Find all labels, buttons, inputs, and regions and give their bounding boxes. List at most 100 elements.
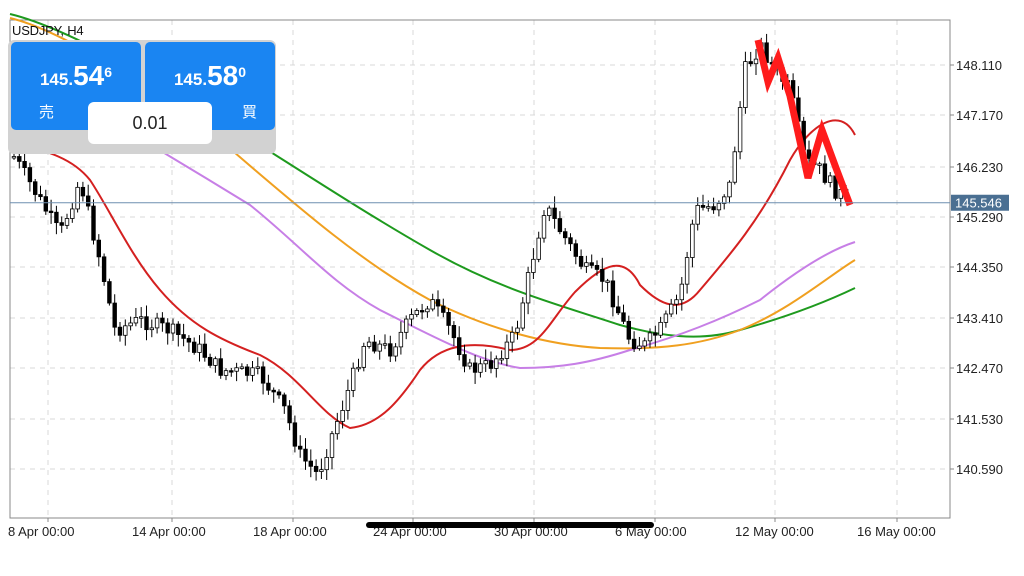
candle-body: [345, 390, 351, 411]
candle-body: [64, 218, 70, 226]
candle-body: [133, 317, 139, 324]
candle-body: [70, 208, 75, 219]
x-axis-tick-label: 14 Apr 00:00: [132, 524, 206, 539]
candle-body: [324, 457, 329, 471]
candle-body: [541, 215, 547, 239]
sell-price: 145.546: [39, 60, 113, 91]
candle-body: [107, 281, 112, 304]
candle-body: [594, 265, 600, 270]
buy-label: 買: [241, 104, 257, 121]
one-click-trade-panel: 145.546 売 145.580 買 0.01: [8, 40, 276, 154]
candle-body: [80, 186, 86, 197]
candle-body: [207, 356, 213, 366]
candle-body: [372, 341, 377, 352]
candle-body: [287, 405, 292, 424]
candle-body: [297, 445, 303, 450]
candle-body: [658, 321, 663, 336]
candle-body: [547, 207, 552, 216]
candle-body: [366, 341, 372, 347]
candle-body: [695, 205, 700, 225]
candle-body: [822, 163, 828, 183]
candle-body: [33, 181, 38, 195]
candle-body: [170, 323, 176, 334]
current-price-label: 145.546: [955, 196, 1002, 211]
candle-body: [176, 323, 181, 335]
symbol-label: USDJPY, H4: [12, 23, 84, 38]
candle-body: [234, 367, 239, 372]
candle-body: [563, 231, 568, 239]
candle-body: [181, 334, 186, 339]
candle-body: [101, 256, 107, 282]
candle-body: [748, 61, 753, 65]
candle-body: [319, 469, 324, 472]
candle-body: [690, 223, 695, 258]
y-axis-tick-label: 140.590: [956, 462, 1003, 477]
candle-body: [340, 410, 345, 422]
lot-size-input[interactable]: 0.01: [88, 102, 212, 144]
x-axis-tick-label: 16 May 00:00: [857, 524, 936, 539]
candle-body: [626, 320, 631, 340]
scrollbar[interactable]: [366, 522, 654, 528]
chart-frame: [9, 19, 951, 519]
candle-body: [271, 389, 276, 393]
candle-body: [488, 360, 494, 369]
candle-body: [393, 346, 398, 357]
candle-body: [144, 316, 149, 331]
y-axis-tick-label: 146.230: [956, 160, 1003, 175]
candle-body: [218, 358, 223, 376]
candle-body: [456, 337, 462, 355]
candle-body: [716, 203, 722, 211]
candle-body: [191, 341, 197, 353]
candle-body: [38, 194, 43, 198]
candle-body: [213, 358, 218, 366]
candle-body: [292, 422, 298, 447]
candle-body: [239, 366, 245, 369]
candle-body: [509, 331, 515, 343]
candle-body: [138, 316, 144, 319]
candle-body: [356, 366, 361, 370]
candle-body: [425, 308, 430, 313]
candle-body: [419, 310, 425, 313]
candle-body: [388, 343, 393, 357]
candle-body: [737, 107, 743, 153]
candle-body: [54, 211, 59, 224]
candle-body: [313, 465, 319, 472]
candle-body: [515, 327, 520, 333]
current-price-tag: [951, 194, 1009, 211]
candle-body: [186, 337, 192, 343]
candle-body: [610, 280, 616, 308]
candle-body: [700, 205, 706, 208]
candle-body: [86, 195, 91, 207]
y-axis-tick-label: 145.290: [956, 210, 1003, 225]
candle-body: [128, 322, 133, 327]
candle-body: [96, 239, 101, 258]
candle-body: [589, 262, 594, 266]
candle-body: [653, 332, 658, 336]
candle-body: [27, 167, 33, 183]
candle-body: [637, 345, 642, 349]
candle-body: [441, 305, 446, 313]
y-axis-tick-label: 143.410: [956, 311, 1003, 326]
candle-body: [483, 360, 488, 365]
y-axis-tick-label: 142.470: [956, 361, 1003, 376]
candle-body: [223, 370, 229, 376]
candle-body: [430, 299, 435, 310]
candle-body: [642, 340, 647, 347]
y-axis-tick-label: 147.170: [956, 108, 1003, 123]
candle-body: [451, 325, 457, 339]
candle-body: [600, 269, 605, 282]
candle-body: [727, 181, 732, 198]
candle-body: [817, 163, 822, 166]
x-axis-tick-label: 18 Apr 00:00: [253, 524, 327, 539]
candle-body: [244, 366, 250, 376]
candle-body: [616, 306, 621, 314]
candle-body: [260, 366, 266, 384]
candle-body: [276, 391, 282, 396]
candle-body: [631, 338, 637, 349]
candle-body: [525, 272, 531, 304]
sell-label: 売: [39, 104, 55, 121]
candle-body: [414, 310, 419, 315]
candle-body: [335, 421, 340, 435]
candle-body: [398, 331, 404, 348]
candle-body: [504, 341, 510, 359]
